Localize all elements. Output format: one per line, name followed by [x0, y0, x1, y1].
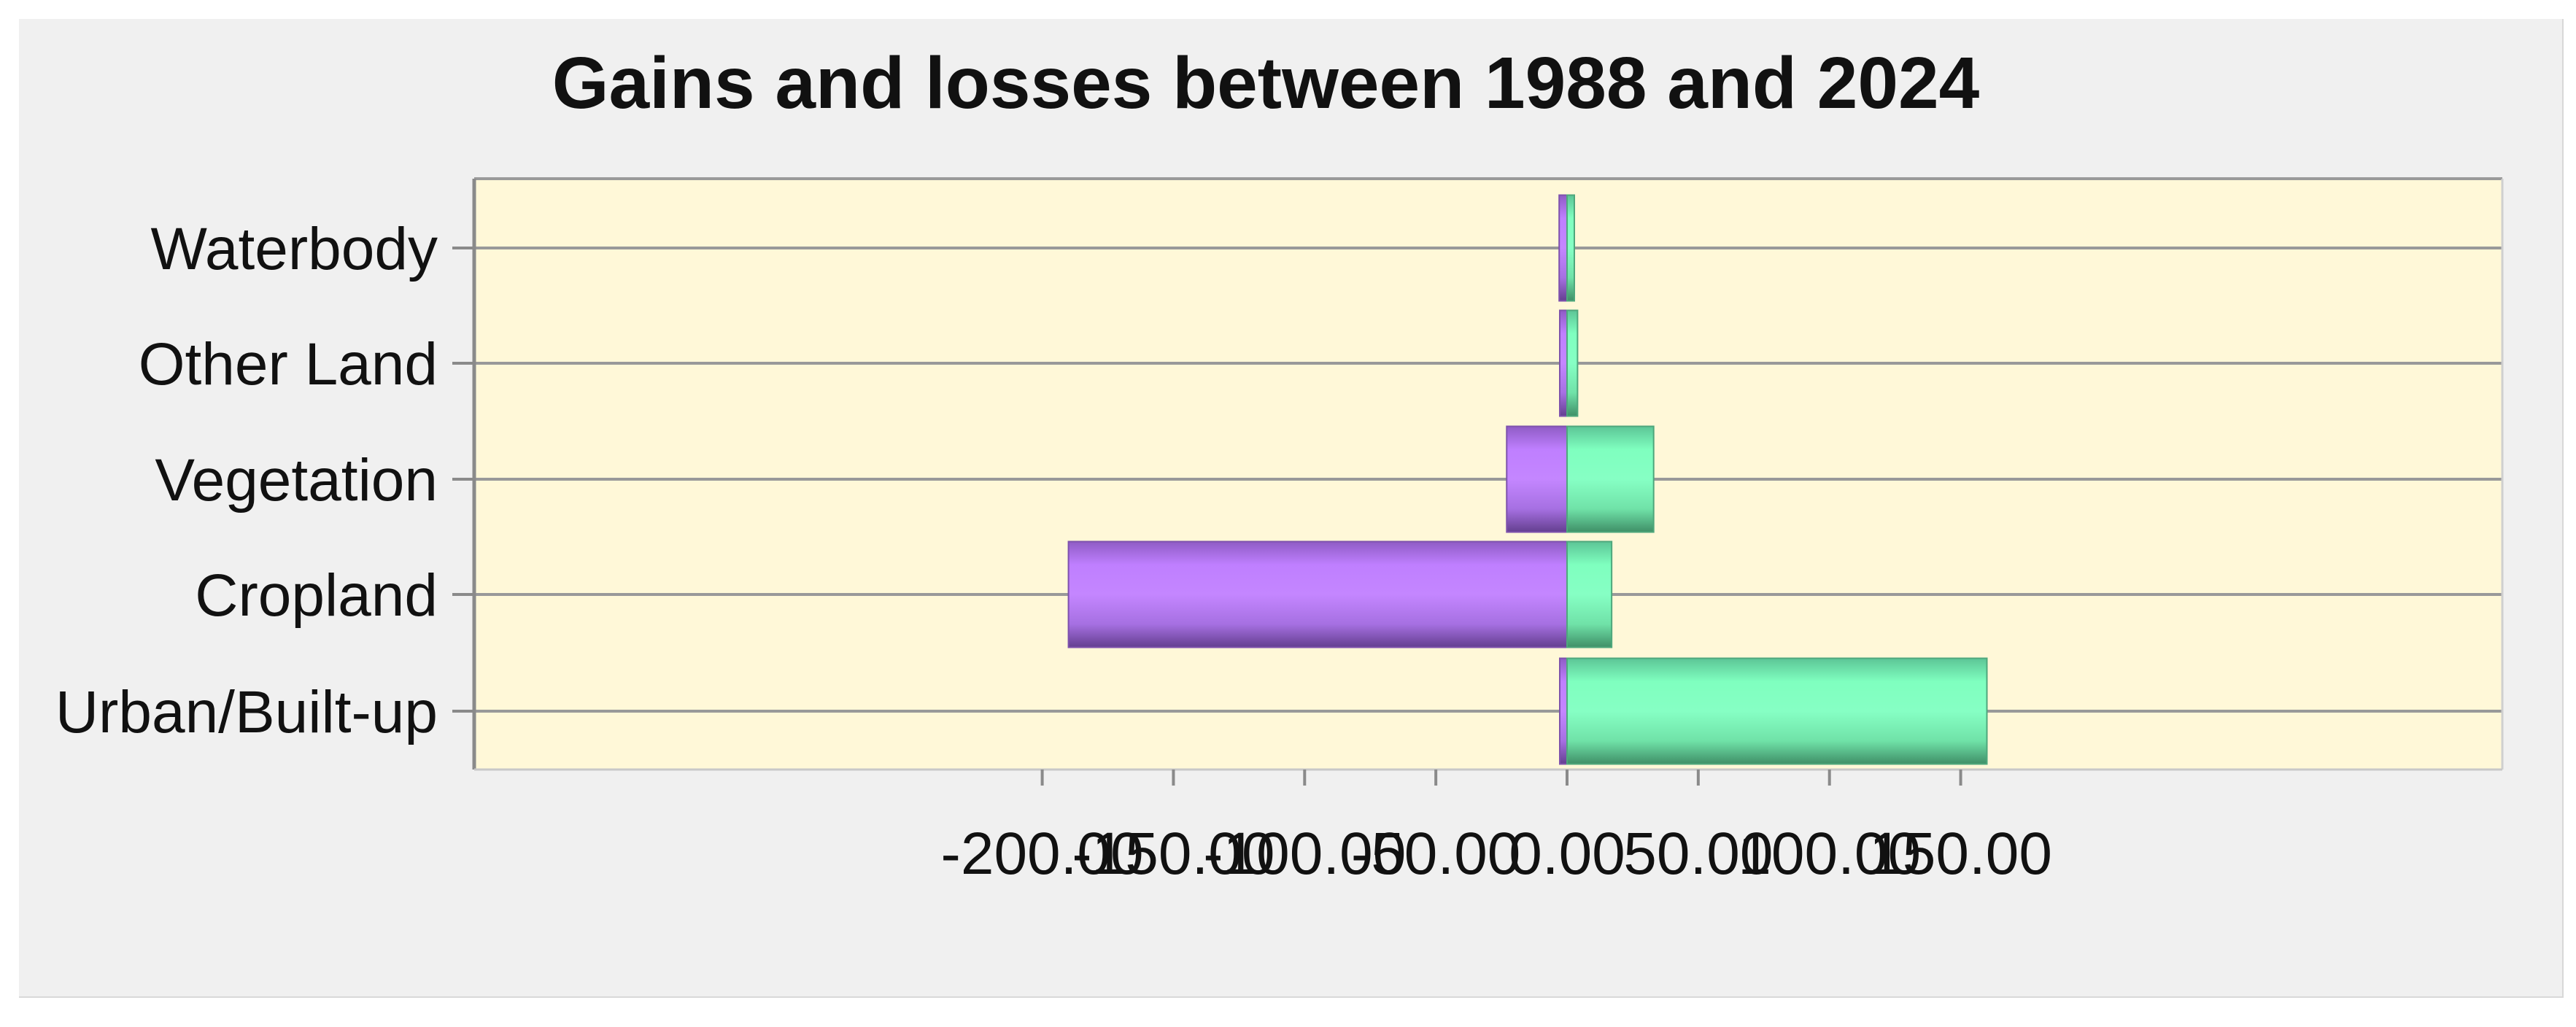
loss-bar-waterbody [1558, 194, 1568, 302]
gain-bar-urban-built-up [1566, 657, 1988, 765]
category-label: Other Land [139, 331, 438, 398]
category-label: Urban/Built-up [55, 679, 438, 745]
x-tick-label: 150.00 [1869, 821, 2052, 887]
category-labels: Waterbody Other Land Vegetation Cropland Urb… [55, 216, 438, 745]
x-tick-label: -100.00 [1203, 821, 1406, 887]
loss-bar-urban-built-up [1559, 657, 1568, 765]
gain-bar-waterbody [1566, 194, 1575, 302]
chart-title: Gains and losses between 1988 and 2024 [552, 42, 1980, 124]
loss-bar-vegetation [1506, 425, 1569, 533]
x-tick-label: -150.00 [1072, 821, 1275, 887]
x-tick-label: 0.00 [1509, 821, 1625, 887]
x-tick-labels: -200.00-150.00-100.00-50.000.0050.00100.… [941, 770, 2052, 887]
gain-bar-other-land [1566, 309, 1579, 417]
gain-bar-vegetation [1566, 425, 1655, 533]
gain-bar-cropland [1566, 540, 1613, 648]
x-tick-label: -200.00 [941, 821, 1144, 887]
category-label: Cropland [195, 562, 438, 629]
loss-bar-other-land [1559, 309, 1568, 417]
category-label: Vegetation [155, 447, 438, 514]
x-tick-label: 50.00 [1623, 821, 1773, 887]
category-label: Waterbody [151, 216, 438, 282]
plot-area [474, 179, 2502, 770]
loss-bar-cropland [1067, 540, 1568, 648]
bars [1067, 194, 1988, 765]
x-tick-label: 100.00 [1738, 821, 1921, 887]
x-tick-label: -50.00 [1351, 821, 1521, 887]
